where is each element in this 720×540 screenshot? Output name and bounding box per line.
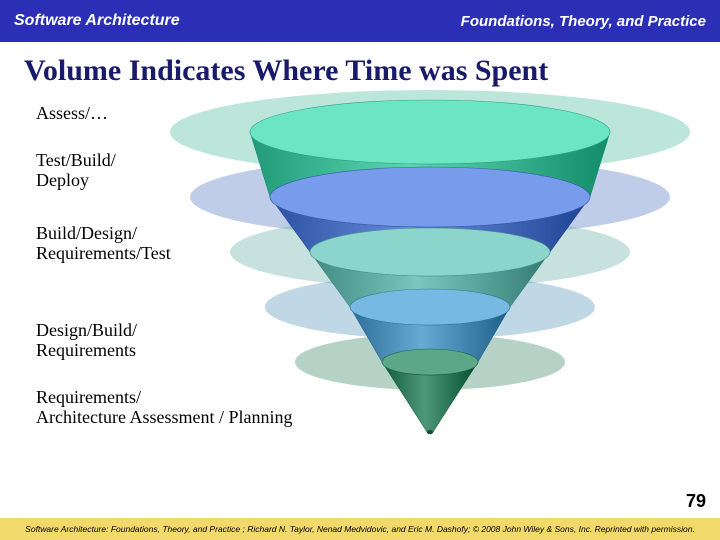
phase-label-1: Test/Build/Deploy [36,150,116,191]
phase-label-0: Assess/… [36,103,108,124]
header-right-text: Foundations, Theory, and Practice [461,13,706,30]
page-number: 79 [686,491,706,512]
footer-text: Software Architecture: Foundations, Theo… [25,524,695,534]
content-area: Assess/…Test/Build/DeployBuild/Design/Re… [0,95,720,475]
phase-label-3: Design/Build/Requirements [36,320,137,361]
header-left-text: Software Architecture [14,12,180,30]
funnel-diagram [150,87,710,477]
slide-footer: Software Architecture: Foundations, Theo… [0,518,720,540]
slide-header: Software Architecture Foundations, Theor… [0,0,720,42]
